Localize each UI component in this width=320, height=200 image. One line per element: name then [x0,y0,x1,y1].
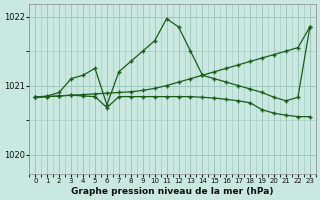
X-axis label: Graphe pression niveau de la mer (hPa): Graphe pression niveau de la mer (hPa) [71,187,274,196]
